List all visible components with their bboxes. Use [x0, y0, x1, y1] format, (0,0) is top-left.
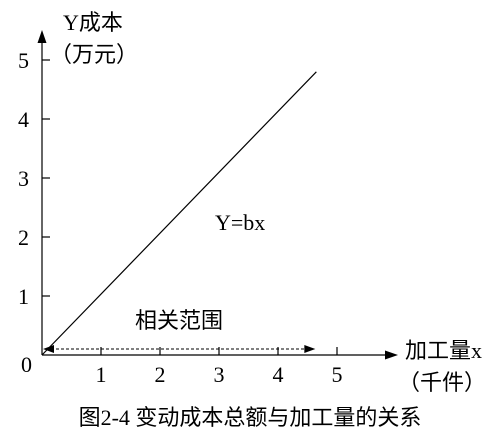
y-axis-arrow: [37, 30, 47, 43]
y-tick-label: 3: [18, 166, 29, 191]
x-tick-label: 4: [273, 362, 284, 387]
relevant-range-arrow-right: [304, 345, 316, 353]
y-tick-label: 2: [18, 225, 29, 250]
origin-label: 0: [21, 352, 32, 377]
x-tick-label: 3: [214, 362, 225, 387]
x-tick-label: 2: [155, 362, 166, 387]
axes: [37, 30, 398, 360]
x-tick-label: 5: [332, 362, 343, 387]
y-axis-label-line1: Y成本: [63, 10, 123, 35]
x-axis-label-line1: 加工量x: [405, 338, 482, 363]
y-tick-label: 5: [18, 48, 29, 73]
relevant-range-arrow-left: [43, 345, 54, 353]
marks: [41, 71, 317, 356]
y-tick-label: 1: [18, 284, 29, 309]
y-tick-label: 4: [18, 107, 29, 132]
series-line: [41, 71, 317, 356]
x-tick-label: 1: [96, 362, 107, 387]
line-label: Y=bx: [215, 210, 265, 235]
x-axis-label-line2: （千件）: [398, 370, 486, 395]
range-label: 相关范围: [135, 308, 223, 333]
x-axis-arrow: [385, 350, 398, 360]
figure-caption: 图2-4 变动成本总额与加工量的关系: [79, 405, 422, 430]
ticks: 1 2 3 4 5 1 2 3 4 5: [18, 48, 343, 387]
y-axis-label-line2: （万元）: [50, 42, 138, 67]
